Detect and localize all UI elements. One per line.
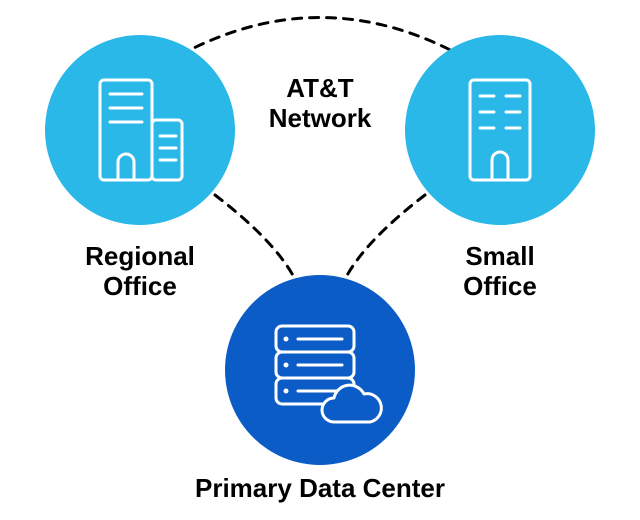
node-circle: [225, 275, 415, 465]
center-label: AT&T Network: [170, 74, 470, 134]
network-diagram: AT&T Network Regional Office Small Office P…: [0, 0, 640, 520]
label-regional: Regional Office: [0, 242, 290, 302]
edge-regional-small: [180, 18, 460, 56]
label-primary: Primary Data Center: [170, 474, 470, 504]
label-small: Small Office: [350, 242, 640, 302]
node-primary: [225, 275, 415, 465]
